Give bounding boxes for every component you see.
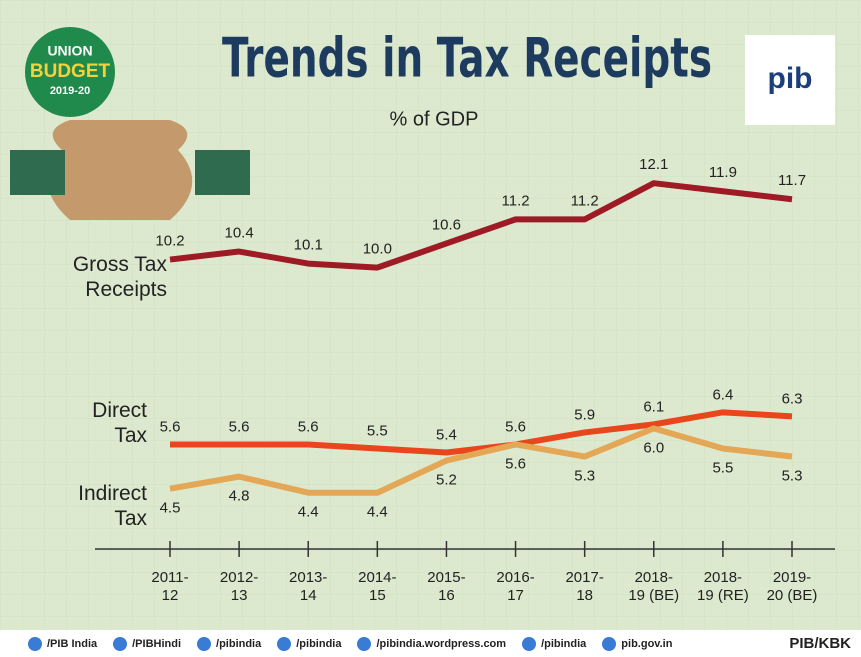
series-name: Indirect Tax xyxy=(78,482,147,531)
chart-subtitle: % of GDP xyxy=(390,108,479,130)
data-label: 5.6 xyxy=(229,418,250,435)
footer-item[interactable]: /pibindia xyxy=(277,636,342,651)
data-label: 11.7 xyxy=(778,172,806,189)
data-label: 5.2 xyxy=(436,472,457,489)
x-tick-label: 2016- 17 xyxy=(496,569,535,604)
footer-item[interactable]: /PIB India xyxy=(28,636,98,651)
series-line xyxy=(169,425,793,496)
money-stack xyxy=(195,150,250,195)
money-stack xyxy=(10,150,65,195)
footer-item[interactable]: /pibindia xyxy=(522,636,587,651)
data-label: 11.9 xyxy=(709,164,737,181)
data-label: 5.9 xyxy=(574,406,595,423)
data-label: 6.3 xyxy=(782,390,803,407)
data-label: 4.5 xyxy=(160,500,181,517)
data-label: 5.6 xyxy=(298,418,319,435)
data-label: 5.6 xyxy=(505,418,526,435)
chart: UNION BUDGET 2019-20 pib Trends in Tax R… xyxy=(0,0,861,630)
footer-item[interactable]: pib.gov.in xyxy=(602,636,673,651)
x-tick-label: 2015- 16 xyxy=(427,569,466,604)
footer-text: /pibindia xyxy=(541,637,587,650)
badge-text: BUDGET xyxy=(30,61,111,82)
chart-title: Trends in Tax Receipts xyxy=(222,27,712,90)
data-label: 6.4 xyxy=(712,386,733,403)
data-label: 11.2 xyxy=(502,192,530,209)
background-grid xyxy=(0,0,861,630)
badge-text: 2019-20 xyxy=(50,85,90,97)
data-label: 10.1 xyxy=(294,237,323,254)
data-label: 12.1 xyxy=(639,156,668,173)
data-label: 5.5 xyxy=(712,459,733,476)
data-label: 10.6 xyxy=(432,216,461,233)
data-label: 11.2 xyxy=(571,192,599,209)
data-label: 4.4 xyxy=(367,504,388,521)
footer-text: /PIBHindi xyxy=(132,637,182,650)
data-label: 10.0 xyxy=(363,241,392,258)
x-tick-label: 2012- 13 xyxy=(219,569,259,604)
x-tick-label: 2017- 18 xyxy=(565,569,604,604)
social-icon xyxy=(602,636,617,651)
footer-item[interactable]: /pibindia xyxy=(197,636,262,651)
x-tick-label: 2018- 19 (BE) xyxy=(628,569,680,604)
series-name: Direct Tax xyxy=(92,399,147,448)
data-label: 5.3 xyxy=(782,468,803,485)
x-tick-label: 2018- 19 (RE) xyxy=(697,569,749,604)
footer-text: /pibindia xyxy=(216,637,262,650)
footer: /PIB India/PIBHindi/pibindia/pibindia/pi… xyxy=(0,630,861,657)
logo-box xyxy=(745,35,835,125)
x-tick-label: 2013- 14 xyxy=(289,569,328,604)
data-label: 10.4 xyxy=(225,224,254,241)
footer-brand: PIB/KBK xyxy=(789,635,851,652)
footer-text: /pibindia.wordpress.com xyxy=(376,637,507,650)
data-label: 5.4 xyxy=(436,426,457,443)
social-icon xyxy=(277,636,292,651)
data-label: 10.2 xyxy=(155,233,184,250)
logo-text: pib xyxy=(768,62,813,95)
data-label: 6.0 xyxy=(643,439,664,456)
data-label: 5.5 xyxy=(367,422,388,439)
series-line xyxy=(170,409,793,456)
social-icon xyxy=(113,636,128,651)
x-tick-label: 2019- 20 (BE) xyxy=(766,569,818,604)
footer-item[interactable]: /PIBHindi xyxy=(113,636,182,651)
data-label: 6.1 xyxy=(643,398,664,415)
x-tick-label: 2011- 12 xyxy=(151,569,189,604)
social-icon xyxy=(197,636,212,651)
badge-text: UNION xyxy=(47,43,92,59)
social-icon xyxy=(357,636,372,651)
footer-text: pib.gov.in xyxy=(621,637,673,650)
social-icon xyxy=(28,636,42,651)
badge-circle xyxy=(25,27,115,117)
data-label: 4.8 xyxy=(229,488,250,505)
footer-text: PIB/KBK xyxy=(789,635,851,652)
social-icon xyxy=(522,636,537,651)
footer-text: /PIB India xyxy=(47,637,98,650)
series-name: Gross Tax Receipts xyxy=(72,253,167,302)
series-line xyxy=(169,180,793,271)
footer-text: /pibindia xyxy=(296,637,342,650)
x-tick-label: 2014- 15 xyxy=(358,569,397,604)
footer-item[interactable]: /pibindia.wordpress.com xyxy=(357,636,507,651)
data-label: 5.3 xyxy=(574,468,595,485)
data-label: 5.6 xyxy=(505,455,526,472)
money-bag xyxy=(47,120,193,220)
data-label: 4.4 xyxy=(298,504,319,521)
data-label: 5.6 xyxy=(160,418,181,435)
